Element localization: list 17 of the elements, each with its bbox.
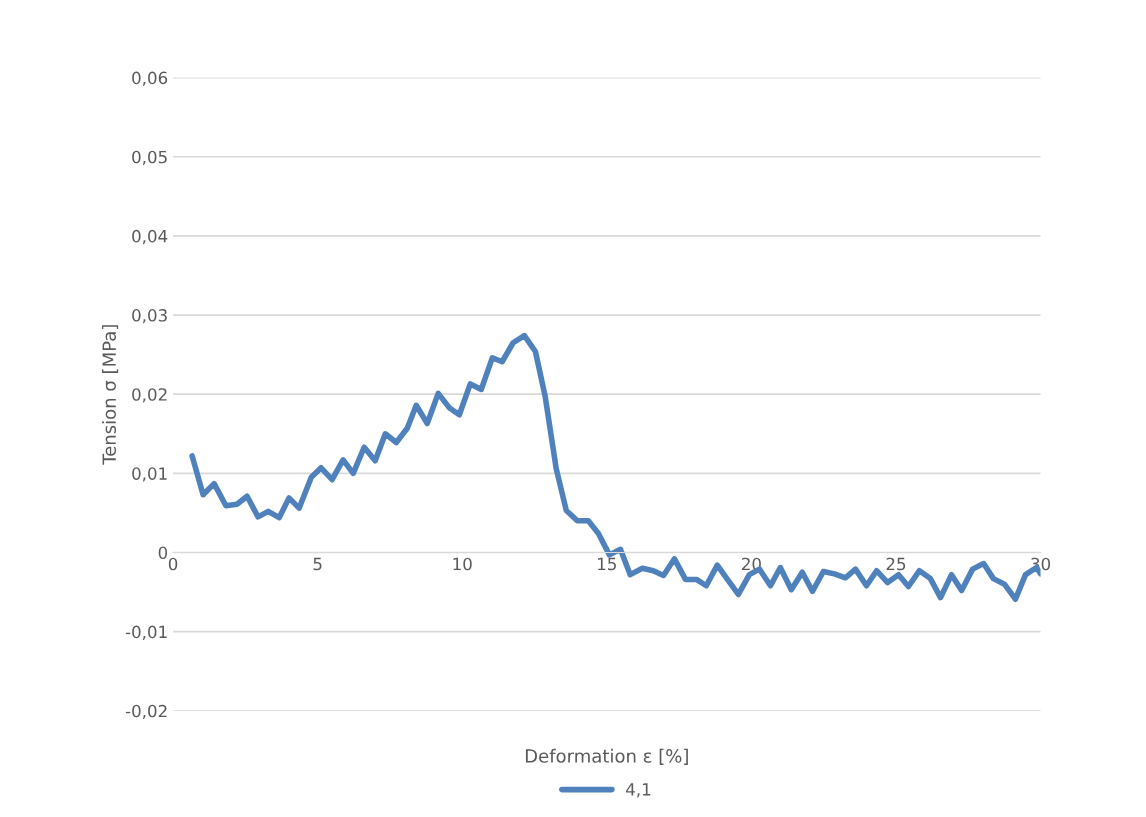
y-tick-label: 0,06: [132, 71, 168, 86]
x-axis-title: Deformation ε [%]: [525, 748, 688, 765]
y-tick-label: 0,04: [132, 229, 168, 245]
y-tick-label: 0,01: [132, 467, 167, 482]
y-tick-label: 0: [158, 546, 168, 560]
legend-label: 4,1: [626, 783, 651, 798]
x-tick-label: 15: [598, 557, 616, 571]
y-tick-label: 0,02: [132, 388, 167, 403]
x-tick-label: 5: [313, 557, 322, 571]
y-axis-title: Tension σ [MPa]: [102, 325, 119, 465]
x-tick-label: 25: [886, 557, 906, 571]
y-tick-label: 0,03: [132, 309, 167, 324]
y-tick-label: -0,02: [125, 704, 167, 720]
y-tick-label: 0,05: [132, 150, 167, 166]
x-tick-label: 10: [453, 557, 472, 571]
y-tick-label: -0,01: [125, 625, 167, 640]
x-tick-label: 0: [168, 557, 178, 571]
